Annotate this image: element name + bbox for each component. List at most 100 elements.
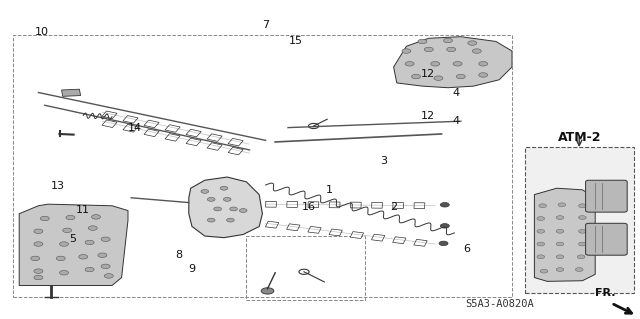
Circle shape xyxy=(239,209,247,212)
Text: S5A3-A0820A: S5A3-A0820A xyxy=(465,300,534,309)
Circle shape xyxy=(537,242,545,246)
Circle shape xyxy=(556,255,564,259)
Circle shape xyxy=(88,226,97,230)
Circle shape xyxy=(447,47,456,52)
Circle shape xyxy=(405,62,414,66)
Circle shape xyxy=(418,39,427,44)
Circle shape xyxy=(444,38,452,43)
Bar xyxy=(414,203,425,209)
Circle shape xyxy=(34,229,43,234)
Text: 12: 12 xyxy=(420,69,435,79)
Bar xyxy=(266,221,279,228)
Text: 6: 6 xyxy=(464,244,470,255)
Circle shape xyxy=(230,207,237,211)
Circle shape xyxy=(556,242,564,246)
Text: 7: 7 xyxy=(262,20,269,30)
Circle shape xyxy=(101,264,110,269)
Circle shape xyxy=(40,216,49,221)
Circle shape xyxy=(412,74,420,79)
Text: 3: 3 xyxy=(381,156,387,166)
Bar xyxy=(329,229,342,236)
Circle shape xyxy=(575,268,583,271)
Circle shape xyxy=(479,62,488,66)
Circle shape xyxy=(579,242,586,246)
Circle shape xyxy=(79,255,88,259)
Text: 1: 1 xyxy=(326,185,333,195)
Circle shape xyxy=(439,241,448,246)
Circle shape xyxy=(579,216,586,219)
Circle shape xyxy=(424,47,433,52)
Circle shape xyxy=(479,73,488,77)
Circle shape xyxy=(537,217,545,220)
Circle shape xyxy=(207,218,215,222)
Circle shape xyxy=(92,215,100,219)
Bar xyxy=(186,138,201,146)
Circle shape xyxy=(101,237,110,241)
Bar xyxy=(186,129,201,137)
Circle shape xyxy=(434,76,443,80)
Circle shape xyxy=(556,216,564,219)
Text: ATM-2: ATM-2 xyxy=(557,131,601,144)
Bar xyxy=(393,203,404,208)
Bar xyxy=(308,202,319,208)
Circle shape xyxy=(85,240,94,245)
Circle shape xyxy=(453,62,462,66)
Bar xyxy=(207,143,222,150)
Bar xyxy=(266,201,276,207)
Bar xyxy=(525,147,634,293)
Circle shape xyxy=(60,242,68,246)
Bar xyxy=(228,147,243,155)
Text: 15: 15 xyxy=(289,36,303,47)
Bar xyxy=(350,202,361,208)
Circle shape xyxy=(98,253,107,257)
Circle shape xyxy=(31,256,40,261)
Text: 12: 12 xyxy=(420,111,435,121)
FancyBboxPatch shape xyxy=(586,180,627,212)
Bar xyxy=(228,138,243,146)
Circle shape xyxy=(60,271,68,275)
Circle shape xyxy=(104,274,113,278)
Bar xyxy=(308,226,321,233)
Circle shape xyxy=(556,268,564,271)
Bar xyxy=(102,111,117,119)
FancyBboxPatch shape xyxy=(586,223,627,255)
Circle shape xyxy=(537,229,545,233)
Circle shape xyxy=(577,255,585,259)
Text: FR.: FR. xyxy=(595,288,615,298)
Text: 4: 4 xyxy=(452,115,460,126)
Bar xyxy=(123,115,138,123)
Polygon shape xyxy=(534,188,595,281)
Circle shape xyxy=(540,269,548,273)
Polygon shape xyxy=(19,204,128,286)
Polygon shape xyxy=(189,177,262,238)
Bar xyxy=(165,125,180,132)
Circle shape xyxy=(223,197,231,201)
Bar xyxy=(371,234,385,241)
Circle shape xyxy=(220,186,228,190)
Circle shape xyxy=(440,224,449,228)
Polygon shape xyxy=(394,37,512,88)
Bar xyxy=(287,202,298,207)
Bar xyxy=(144,120,159,128)
Circle shape xyxy=(66,215,75,220)
Bar xyxy=(350,232,364,239)
Circle shape xyxy=(556,229,564,233)
Text: 9: 9 xyxy=(188,264,196,274)
Text: 13: 13 xyxy=(51,181,65,191)
Circle shape xyxy=(34,242,43,246)
Bar xyxy=(207,134,222,141)
Circle shape xyxy=(537,255,545,259)
Circle shape xyxy=(558,203,566,207)
Bar xyxy=(246,236,365,300)
Circle shape xyxy=(539,204,547,208)
Bar xyxy=(329,202,340,208)
Circle shape xyxy=(85,267,94,272)
Bar xyxy=(372,202,383,208)
Circle shape xyxy=(440,203,449,207)
Text: 14: 14 xyxy=(127,123,141,133)
Circle shape xyxy=(201,189,209,193)
Circle shape xyxy=(34,269,43,273)
Circle shape xyxy=(579,204,586,208)
Circle shape xyxy=(207,197,215,201)
Bar xyxy=(287,224,300,231)
